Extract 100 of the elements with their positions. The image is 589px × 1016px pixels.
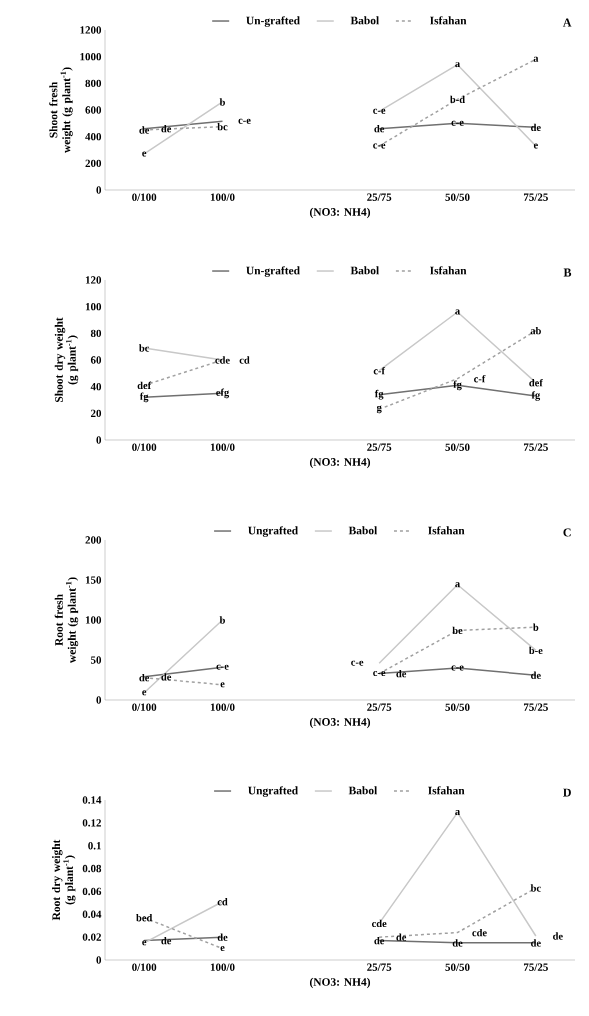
annotation: c-f xyxy=(373,366,386,375)
legend-label: Isfahan xyxy=(430,16,467,25)
annotation: de xyxy=(161,936,172,945)
annotation: de xyxy=(531,671,541,679)
annotation: def xyxy=(529,378,543,387)
annotation: cde xyxy=(215,356,230,364)
legend-label: Un-grafted xyxy=(246,266,300,277)
annotation: c-e xyxy=(451,665,464,671)
x-tick-label: 25/75 xyxy=(367,703,392,711)
x-tick-label: 0/100 xyxy=(132,703,157,711)
x-tick-label: 75/25 xyxy=(523,193,548,201)
annotation: a xyxy=(533,56,539,62)
y-tick-label: 0.02 xyxy=(82,933,101,941)
annotation: c-e xyxy=(238,118,251,124)
annotation: bc xyxy=(139,344,150,352)
annotation: fg xyxy=(453,380,462,391)
annotation: cd xyxy=(239,356,250,364)
text: B xyxy=(563,268,572,277)
y-tick-label: 100 xyxy=(85,302,102,311)
y-tick-label: 100 xyxy=(85,616,102,624)
annotation: b-e xyxy=(528,646,543,655)
annotation: b xyxy=(533,623,539,631)
annotation: e xyxy=(220,946,225,952)
x-tick-label: 0/100 xyxy=(132,443,157,451)
annotation: de xyxy=(374,124,385,133)
annotation: def xyxy=(137,381,152,390)
annotation: bed xyxy=(136,914,153,922)
annotation: c-e xyxy=(373,671,386,677)
annotation: e xyxy=(142,940,147,946)
y-tick-label: 20 xyxy=(90,409,102,418)
y-tick-label: 800 xyxy=(85,79,102,88)
annotation: c-e xyxy=(216,664,229,670)
y-tick-label: 0.08 xyxy=(82,864,102,873)
annotation: e xyxy=(142,151,147,157)
annotation: be xyxy=(452,626,463,635)
annotation: bc xyxy=(217,122,228,131)
legend-label: Babol xyxy=(348,526,378,535)
annotation: c-e xyxy=(351,660,364,666)
text: C xyxy=(563,528,571,537)
annotation: de xyxy=(553,932,563,940)
x-axis-title: (NO3: NH4) xyxy=(309,207,371,219)
annotation: cd xyxy=(217,898,228,906)
annotation: efg xyxy=(216,388,230,399)
annotation: ab xyxy=(530,326,541,335)
annotation: b xyxy=(219,616,225,624)
y-tick-label: 50 xyxy=(90,656,102,664)
annotation: g xyxy=(376,405,382,414)
annotation: de xyxy=(396,933,407,941)
y-tick-label: 0.1 xyxy=(88,842,101,850)
y-tick-label: 0 xyxy=(96,436,102,444)
x-tick-label: 50/50 xyxy=(445,963,470,971)
annotation: de xyxy=(161,124,172,133)
annotation: de xyxy=(161,673,172,681)
annotation: a xyxy=(455,309,460,315)
annotation: bc xyxy=(530,884,541,892)
x-tick-label: 75/25 xyxy=(523,703,548,711)
annotation: cde xyxy=(371,919,387,928)
x-tick-label: 100/0 xyxy=(210,443,235,451)
annotation: c-e xyxy=(451,120,464,126)
x-tick-label: 100/0 xyxy=(210,963,235,971)
y-tick-label: 200 xyxy=(85,159,102,168)
annotation: a xyxy=(455,582,460,588)
legend-label: Babol xyxy=(350,266,379,275)
y-tick-label: 1000 xyxy=(80,52,102,61)
y-tick-label: 0.12 xyxy=(82,819,101,827)
x-tick-label: 75/25 xyxy=(523,443,548,451)
annotation: c-f xyxy=(474,374,486,383)
x-axis-title: (NO3: NH4) xyxy=(309,457,371,469)
annotation: de xyxy=(217,933,228,941)
y-tick-label: 60 xyxy=(90,356,102,364)
y-tick-label: 0 xyxy=(96,186,102,194)
legend-label: Babol xyxy=(348,786,378,795)
annotation: c-e xyxy=(373,108,386,114)
annotation: de xyxy=(531,939,541,947)
x-tick-label: 0/100 xyxy=(132,193,157,201)
annotation: de xyxy=(374,936,385,945)
y-tick-label: 200 xyxy=(85,536,102,544)
y-tick-label: 0 xyxy=(96,696,102,704)
annotation: cde xyxy=(472,928,487,937)
y-tick-label: 150 xyxy=(85,576,102,584)
y-axis-title: Shoot fresh weight (g plant$^{-1}$) xyxy=(49,67,73,154)
x-tick-label: 25/75 xyxy=(367,193,392,201)
text: D xyxy=(563,788,571,797)
y-tick-label: 400 xyxy=(85,132,102,141)
legend-label: Isfahan xyxy=(430,266,467,275)
y-tick-label: 600 xyxy=(85,106,102,114)
x-tick-label: 100/0 xyxy=(210,193,235,201)
annotation: de xyxy=(396,669,407,678)
y-tick-label: 1200 xyxy=(80,26,102,34)
legend-label: Isfahan xyxy=(428,786,465,795)
x-tick-label: 75/25 xyxy=(523,963,548,971)
annotation: a xyxy=(455,810,460,816)
y-axis-title: Root fresh weight (g plant$^{-1}$) xyxy=(54,577,79,664)
legend-label: Babol xyxy=(350,16,379,25)
annotation: de xyxy=(139,126,150,134)
x-tick-label: 100/0 xyxy=(210,703,235,711)
x-axis-title: (NO3: NH4) xyxy=(309,717,371,729)
y-tick-label: 0.04 xyxy=(82,910,102,919)
annotation: de xyxy=(139,673,150,682)
annotation: fg xyxy=(531,391,541,401)
